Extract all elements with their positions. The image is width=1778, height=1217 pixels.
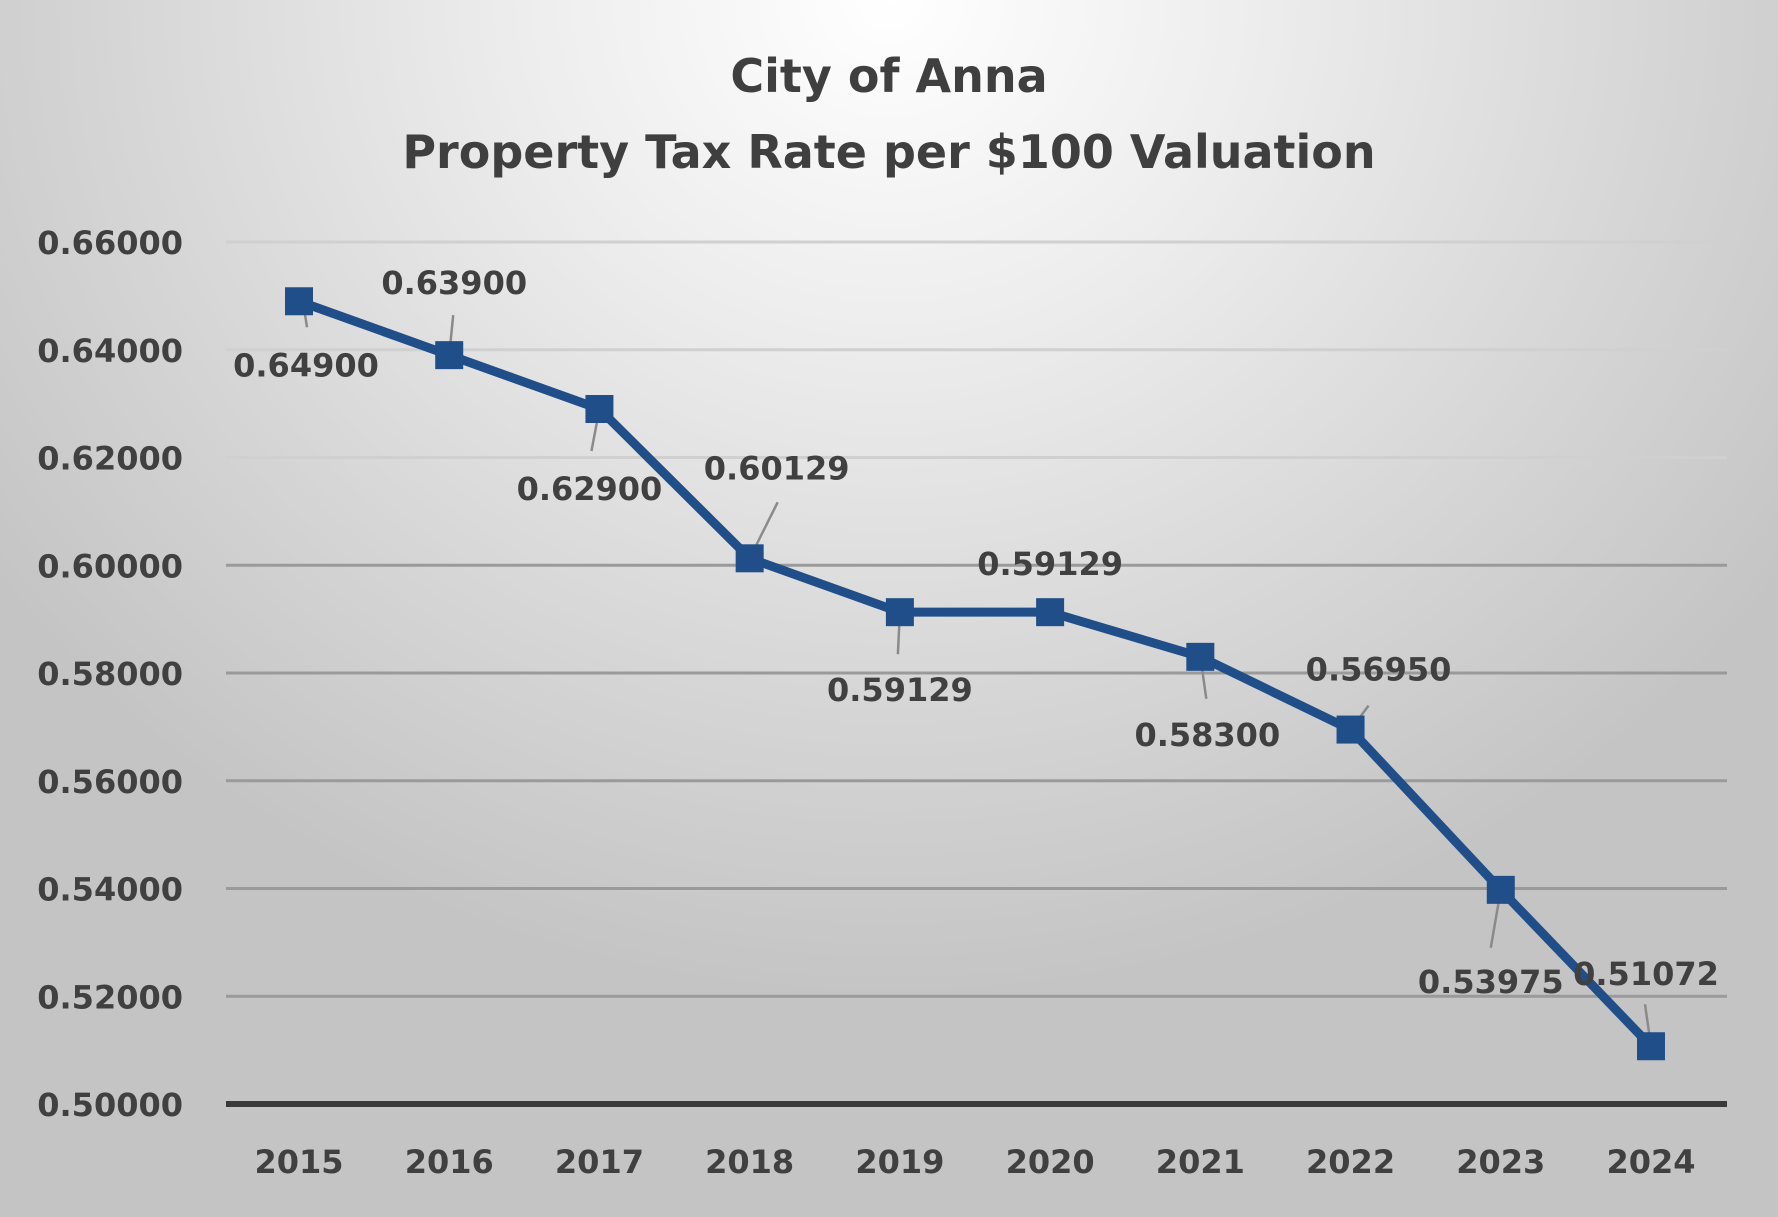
data-point-marker <box>435 341 464 370</box>
x-tick-label: 2021 <box>1156 1143 1245 1181</box>
data-label: 0.63900 <box>381 264 527 302</box>
x-tick-label: 2015 <box>254 1143 343 1181</box>
data-point-marker <box>585 395 614 424</box>
y-axis-ticks: 0.50000 0.52000 0.54000 0.56000 0.58000 0.600… <box>37 224 183 1124</box>
data-label: 0.59129 <box>977 545 1123 583</box>
gridlines <box>226 240 1727 1107</box>
y-tick-label: 0.54000 <box>37 871 183 909</box>
series-path <box>297 297 1655 1050</box>
data-point-marker <box>885 598 914 627</box>
chart-title: City of Anna <box>730 49 1047 103</box>
data-label: 0.59129 <box>827 671 973 709</box>
data-label: 0.51072 <box>1573 955 1719 993</box>
data-point-marker <box>285 287 313 316</box>
data-point-marker <box>1637 1032 1665 1061</box>
y-tick-label: 0.56000 <box>37 763 183 801</box>
data-labels: 0.64900 0.63900 0.62900 0.60129 0.59129 0.591… <box>233 264 1719 1001</box>
data-label: 0.62900 <box>517 470 663 508</box>
data-label: 0.58300 <box>1134 716 1280 754</box>
x-tick-label: 2017 <box>555 1143 644 1181</box>
x-tick-label: 2023 <box>1456 1143 1545 1181</box>
x-tick-label: 2019 <box>855 1143 944 1181</box>
y-tick-label: 0.66000 <box>37 224 183 262</box>
data-point-marker <box>1036 598 1065 627</box>
x-tick-label: 2022 <box>1306 1143 1395 1181</box>
data-point-marker <box>1336 715 1365 744</box>
data-label: 0.56950 <box>1306 651 1452 689</box>
x-tick-label: 2018 <box>705 1143 794 1181</box>
x-axis-ticks: 2015 2016 2017 2018 2019 2020 2021 2022 2023 2024 <box>254 1143 1695 1181</box>
data-point-marker <box>1186 642 1215 671</box>
x-tick-label: 2016 <box>405 1143 494 1181</box>
data-label: 0.53975 <box>1418 963 1564 1001</box>
x-tick-label: 2020 <box>1006 1143 1095 1181</box>
data-label: 0.60129 <box>704 449 850 487</box>
x-tick-label: 2024 <box>1606 1143 1695 1181</box>
data-label: 0.64900 <box>233 346 379 384</box>
series-line <box>285 287 1665 1061</box>
data-point-marker <box>735 544 764 573</box>
y-tick-label: 0.62000 <box>37 440 183 478</box>
y-tick-label: 0.58000 <box>37 655 183 693</box>
data-point-marker <box>1486 875 1515 904</box>
chart-subtitle: Property Tax Rate per $100 Valuation <box>402 125 1375 179</box>
y-tick-label: 0.52000 <box>37 978 183 1016</box>
y-tick-label: 0.60000 <box>37 547 183 585</box>
y-tick-label: 0.64000 <box>37 332 183 370</box>
y-tick-label: 0.50000 <box>37 1086 183 1124</box>
